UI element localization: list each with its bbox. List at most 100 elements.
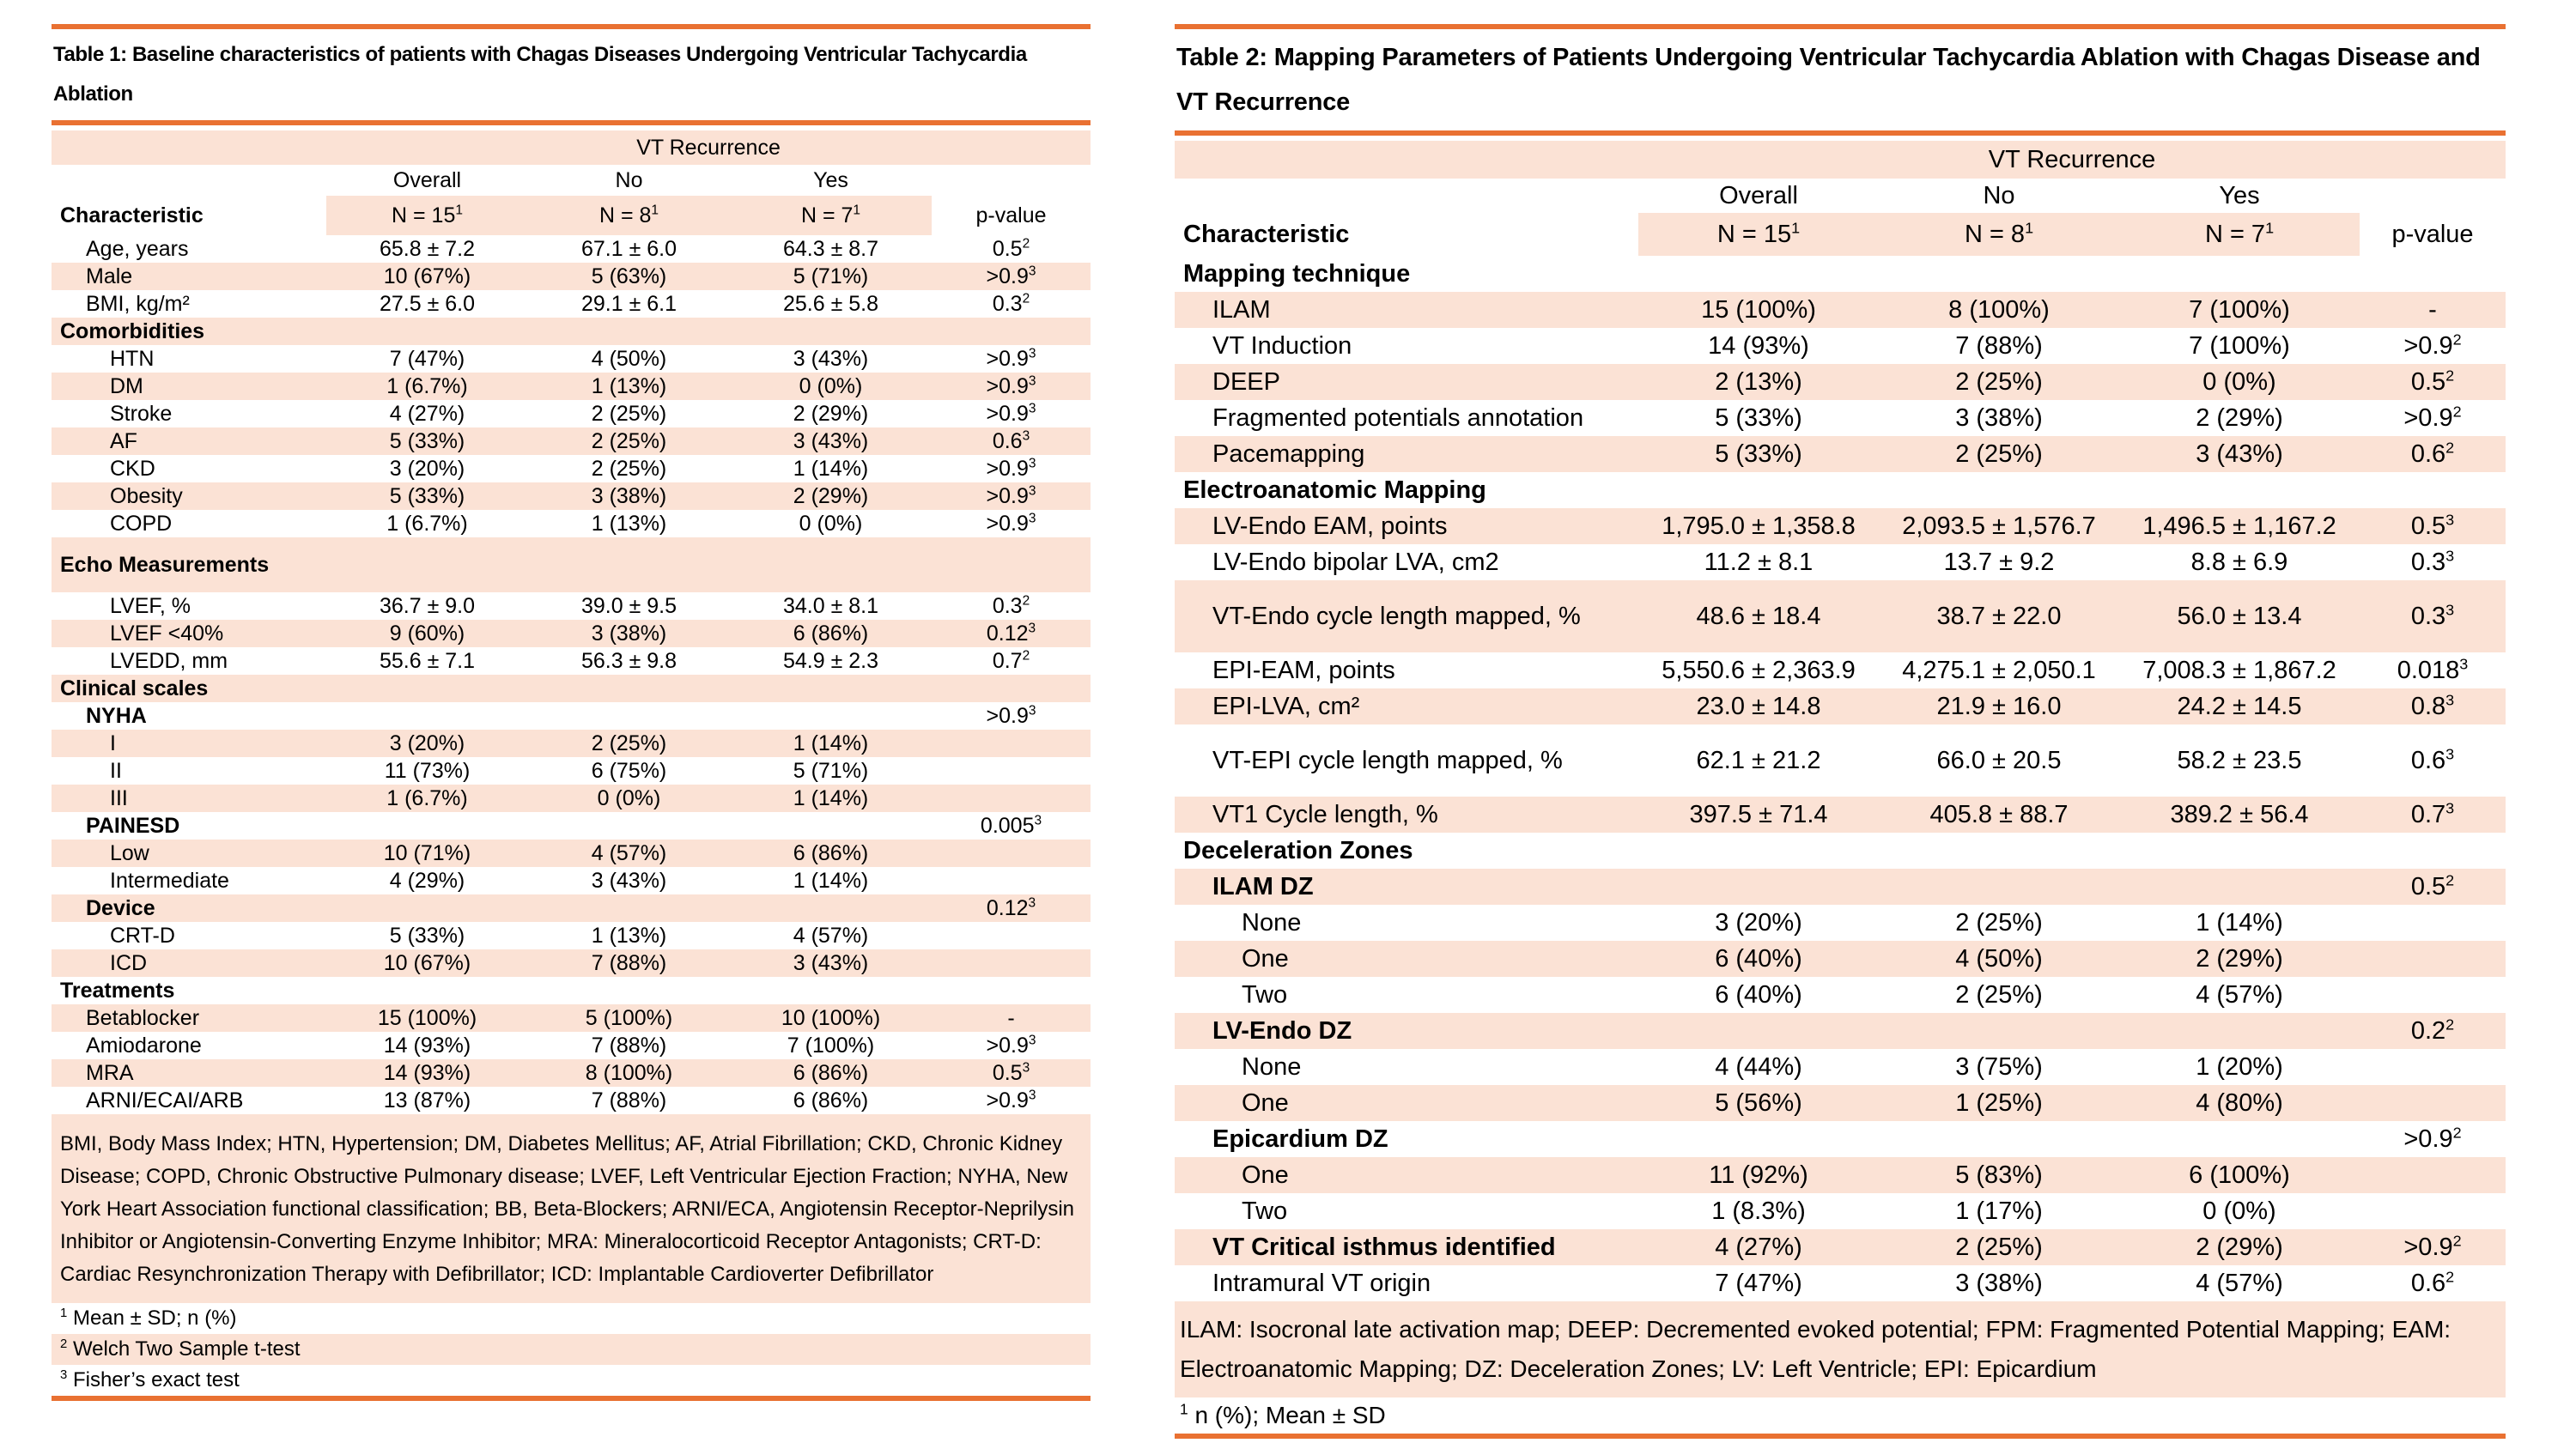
row-label: VT1 Cycle length, % — [1212, 800, 1438, 828]
footnote-row: 3 Fisher’s exact test — [52, 1365, 1091, 1398]
table-row: Mapping technique — [1175, 256, 2506, 292]
row-label: Epicardium DZ — [1212, 1125, 1388, 1153]
value-cell: 2 (25%) — [1955, 908, 2043, 937]
value-cell: 4 (29%) — [389, 868, 465, 893]
value-cell — [326, 318, 528, 345]
value-cell: 1 (20%) — [2196, 1052, 2283, 1081]
value-cell: 38.7 ± 22.0 — [1936, 602, 2062, 630]
value-cell: 2,093.5 ± 1,576.7 — [1902, 512, 2096, 540]
p-value-cell — [2360, 1157, 2506, 1193]
value-cell: 2 (29%) — [793, 483, 869, 508]
p-value-cell: >0.93 — [986, 456, 1036, 481]
footnote-row: 2 Welch Two Sample t-test — [52, 1334, 1091, 1365]
row-label: Two — [1242, 1197, 1288, 1225]
col-spacer — [1175, 179, 1638, 213]
value-cell — [326, 894, 528, 922]
value-cell: 0 (0%) — [597, 785, 661, 810]
value-cell: 2 (25%) — [591, 731, 667, 755]
value-cell: 24.2 ± 14.5 — [2177, 692, 2302, 720]
value-cell: 8 (100%) — [585, 1060, 673, 1085]
table-row: LVEDD, mm 55.6 ± 7.1 56.3 ± 9.8 54.9 ± 2.3 0… — [52, 647, 1091, 675]
footnote-row: ILAM: Isocronal late activation map; DEE… — [1175, 1301, 2506, 1397]
value-cell — [1879, 1121, 2119, 1157]
value-cell: 5 (71%) — [793, 758, 869, 783]
value-cell: 5 (63%) — [591, 264, 667, 288]
value-cell — [730, 894, 932, 922]
value-cell — [1638, 1121, 1879, 1157]
value-cell — [528, 894, 730, 922]
value-cell: 6 (86%) — [793, 1060, 869, 1085]
value-cell: 11 (73%) — [384, 758, 471, 783]
footnote: 1 n (%); Mean ± SD — [1180, 1400, 1386, 1428]
row-label: DEEP — [1212, 367, 1280, 396]
row-label: One — [1242, 1161, 1289, 1189]
table-row: Electroanatomic Mapping — [1175, 472, 2506, 508]
table-row: Intramural VT origin 7 (47%) 3 (38%) 4 (57%… — [1175, 1265, 2506, 1301]
table-row: Comorbidities — [52, 318, 1091, 345]
row-label: AF — [110, 428, 137, 453]
p-value-cell — [2360, 833, 2506, 869]
value-cell — [1879, 869, 2119, 905]
row-label: ILAM DZ — [1212, 872, 1314, 900]
value-cell: 5 (33%) — [389, 483, 465, 508]
value-cell: 27.5 ± 6.0 — [379, 291, 476, 316]
p-value-cell: 0.33 — [2410, 546, 2455, 576]
value-cell — [1638, 833, 1879, 869]
table-row: VT Critical isthmus identified 4 (27%) 2 (… — [1175, 1229, 2506, 1265]
value-cell: 3 (20%) — [1715, 908, 1802, 937]
row-label: PAINESD — [86, 813, 180, 838]
table-row: LVEF, % 36.7 ± 9.0 39.0 ± 9.5 34.0 ± 8.1 0.3… — [52, 592, 1091, 620]
table-row: Intermediate 4 (29%) 3 (43%) 1 (14%) — [52, 867, 1091, 894]
value-cell: 5 (56%) — [1715, 1088, 1802, 1117]
table-row: VT-Endo cycle length mapped, % 48.6 ± 18.… — [1175, 580, 2506, 652]
value-cell: 29.1 ± 6.1 — [580, 291, 677, 316]
value-cell: 39.0 ± 9.5 — [580, 593, 677, 618]
value-cell: 5,550.6 ± 2,363.9 — [1662, 656, 1856, 684]
p-value-cell: >0.93 — [986, 703, 1036, 728]
value-cell — [326, 702, 528, 730]
row-label: ILAM — [1212, 295, 1271, 324]
value-cell — [1638, 472, 1879, 508]
table-row: EPI-LVA, cm² 23.0 ± 14.8 21.9 ± 16.0 24.2 ±… — [1175, 688, 2506, 724]
row-label: Intermediate — [110, 868, 229, 893]
value-cell: 6 (100%) — [2189, 1161, 2290, 1189]
p-value-cell: 0.123 — [986, 895, 1036, 920]
value-cell: 4 (27%) — [389, 401, 465, 426]
value-cell: 2 (25%) — [1955, 1233, 2043, 1261]
p-value-cell: >0.93 — [986, 511, 1036, 536]
value-cell — [1638, 256, 1879, 292]
table-row: LV-Endo EAM, points 1,795.0 ± 1,358.8 2,09… — [1175, 508, 2506, 544]
table-row: LV-Endo DZ 0.22 — [1175, 1013, 2506, 1049]
value-cell: 10 (67%) — [383, 264, 471, 288]
p-value-cell: 0.0183 — [2397, 654, 2469, 684]
value-cell: 6 (40%) — [1715, 980, 1802, 1009]
value-cell — [528, 537, 730, 592]
value-cell: 10 (100%) — [781, 1005, 881, 1030]
value-cell: 5 (83%) — [1955, 1161, 2043, 1189]
value-cell: 1 (17%) — [1955, 1197, 2043, 1225]
value-cell: 62.1 ± 21.2 — [1696, 746, 1821, 774]
row-label: Deceleration Zones — [1183, 836, 1413, 864]
row-label: LVEF <40% — [110, 621, 224, 646]
p-value-cell: >0.93 — [986, 483, 1036, 508]
footnote: BMI, Body Mass Index; HTN, Hypertension;… — [60, 1132, 1074, 1286]
table-row: Treatments — [52, 977, 1091, 1004]
value-cell: 15 (100%) — [1701, 295, 1816, 324]
col-yes: Yes — [2219, 181, 2260, 209]
value-cell: 1 (25%) — [1955, 1088, 2043, 1117]
table-row: Low 10 (71%) 4 (57%) 6 (86%) — [52, 840, 1091, 867]
value-cell — [730, 977, 932, 1004]
row-label: Betablocker — [86, 1005, 200, 1030]
table-row: One 11 (92%) 5 (83%) 6 (100%) — [1175, 1157, 2506, 1193]
row-label: VT-EPI cycle length mapped, % — [1212, 746, 1563, 774]
table1-container: Table 1: Baseline characteristics of pat… — [52, 24, 1091, 1401]
value-cell: 4 (57%) — [2196, 1269, 2283, 1297]
footnote-row: 1 Mean ± SD; n (%) — [52, 1303, 1091, 1334]
p-value-cell — [2360, 977, 2506, 1013]
row-label: EPI-LVA, cm² — [1212, 692, 1360, 720]
value-cell — [528, 702, 730, 730]
value-cell: 11 (92%) — [1709, 1161, 1808, 1189]
p-value-cell: 0.83 — [2410, 690, 2455, 720]
p-value-cell: 0.22 — [2410, 1015, 2455, 1045]
value-cell: 54.9 ± 2.3 — [782, 648, 879, 673]
